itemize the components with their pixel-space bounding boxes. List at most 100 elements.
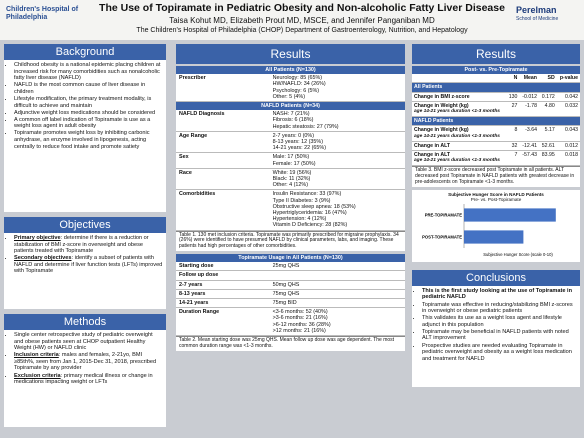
bar (464, 230, 524, 244)
chart-title: Subjective Hunger Score in NAFLD Patient… (448, 191, 544, 197)
stats-cell: 0.042 (556, 92, 580, 102)
table-row: Follow up dose (176, 271, 405, 281)
bullet-list: This is the first study looking at the u… (415, 288, 577, 363)
logo-left: Children's Hospital of Philadelphia (6, 6, 79, 21)
stats-cell: 7 (506, 150, 520, 167)
stats-cell: 0.032 (556, 101, 580, 118)
row-label: Age Range (179, 132, 208, 139)
row-value: 8-13 years: 12 (35%) (272, 139, 323, 146)
column-header: N (506, 74, 520, 84)
table-row: Comorbidities Insulin Resistance: 33 (97%… (176, 190, 405, 231)
row-value: Psychology: 6 (5%) (272, 87, 320, 94)
stats-label: Change in Weight (kg) age 14-21 years dur… (412, 125, 507, 142)
row-label: 8-13 years (179, 290, 206, 297)
section-heading: Background (4, 44, 166, 60)
row-value: Black: 11 (32%) (272, 176, 311, 183)
table-row: Prescriber Neurology: 85 (65%) HW/NAFLD: 3… (176, 74, 405, 103)
header: Children's Hospital of Philadelphia The … (0, 0, 584, 40)
bullet-text: : males and females, 2-21yo, BMI ≥85th%,… (14, 352, 157, 372)
table-caption: Table 1. 130 met inclusion criteria. Top… (176, 230, 405, 252)
bullet: Topiramate was effective in reducing/sta… (422, 302, 577, 315)
stats-cell: 8 (506, 125, 520, 142)
row-value: Fibrosis: 6 (18%) (272, 117, 314, 124)
bullet-label: Secondary objectives (14, 255, 72, 262)
row-label: Duration Range (179, 309, 220, 316)
section-heading: Results (176, 44, 405, 64)
stats-cell: 83.95 (538, 150, 557, 167)
row-label: Sex (179, 154, 189, 161)
row-values: 75mg QHS (273, 291, 402, 297)
group-row: NAFLD Patients (412, 116, 580, 127)
affiliation: The Children's Hospital of Philadelphia … (136, 27, 468, 34)
row-values: 50mg QHS (273, 282, 402, 288)
stats-cell: 52.61 (538, 141, 557, 152)
row-value: Hepatic steatosis: 27 (79%) (272, 123, 339, 130)
table-header: All Patients (N=130) (176, 66, 405, 75)
table-row: Race White: 19 (56%) Black: 11 (32%) Other:… (176, 169, 405, 191)
row-value: Insulin Resistance: 33 (97%) (272, 191, 342, 198)
stats-cell: 27 (506, 101, 520, 118)
logo-right: Perelman School of Medicine (516, 6, 578, 24)
section-heading: Objectives (4, 217, 166, 233)
bullet-list: Childhood obesity is a national epidemic… (7, 62, 163, 150)
row-values: Neurology: 85 (65%) HW/NAFLD: 34 (26%) Psy… (273, 75, 402, 100)
table-caption: Table 2. Mean starting dose was 25mg QHS… (176, 336, 405, 351)
table: Post- vs. Pre-Topiramate N Mean SD p-value Al… (412, 66, 580, 167)
stats-row: Change in Weight (kg) age 14-21 years dur… (412, 125, 580, 142)
stats-row: Change in ALT 32 -12.41 52.61 0.012 (412, 141, 580, 152)
stats-label: Change in ALT age 14-21 years duration <1… (412, 150, 507, 167)
bullet: Childhood obesity is a national epidemic… (14, 62, 163, 82)
stats-cell: 130 (506, 92, 520, 102)
row-value: Type II Diabetes: 3 (9%) (272, 197, 331, 204)
section-heading: Results (412, 44, 580, 64)
column-row: N Mean SD p-value (412, 74, 580, 84)
bullet: Prospective studies are needed evaluatin… (422, 343, 577, 363)
row-value: 14-21 years: 22 (65%) (272, 145, 326, 152)
table-caption: Table 3. BMI z-score decreased post Topi… (412, 166, 580, 187)
bullet: Secondary objectives: identify a subset … (14, 255, 163, 275)
row-values: White: 19 (56%) Black: 11 (32%) Other: 4 (… (273, 170, 402, 189)
bullet-text: : identify a subset of patients with NAF… (14, 255, 163, 275)
stats-label: Change in BMI z-score (412, 92, 507, 102)
bullet: Adjunctive weight loss medications shoul… (14, 110, 163, 117)
row-value: 75mg BID (272, 300, 297, 307)
stats-cell: 32 (506, 141, 520, 152)
stats-cell: -1.78 (519, 101, 539, 118)
stats-cell: 0.018 (556, 150, 580, 167)
row-values: 25mg QHS (273, 263, 402, 269)
logo-sub: School of Medicine (516, 16, 559, 22)
bullet-text: : determine if there is a reduction or s… (14, 235, 149, 255)
row-value: Male: 17 (50%) (272, 154, 310, 161)
row-values: <3-6 months: 52 (40%) >3-6 months: 21 (16… (273, 309, 402, 334)
stats-row: Change in ALT age 14-21 years duration <1… (412, 150, 580, 167)
section-heading: Methods (4, 314, 166, 330)
row-value: Hypertriglyceridemia: 16 (47%) (272, 210, 347, 217)
row-value: White: 19 (56%) (272, 169, 312, 176)
row-values: 2-7 years: 0 (0%) 8-13 years: 12 (35%) 14-… (273, 133, 402, 152)
chart: PRE-TOPIRAMATE POST-TOPIRAMATE Subjective … (422, 203, 556, 257)
bullet: Topiramate promotes weight loss by inhib… (14, 130, 163, 150)
stats-cell: -3.64 (519, 125, 539, 142)
row-label: 14-21 years (179, 300, 209, 307)
authors: Taisa Kohut MD, Elizabeth Prout MD, MSCE… (169, 16, 435, 25)
category-label: PRE-TOPIRAMATE (425, 212, 463, 217)
row-value: Other: 4 (12%) (272, 182, 309, 189)
bullet: Single center retrospective study of ped… (14, 332, 163, 352)
table-row: 14-21 years 75mg BID (176, 299, 405, 309)
row-value: 75mg QHS (272, 290, 300, 297)
table-row: 2-7 years 50mg QHS (176, 281, 405, 290)
table-header: NAFLD Patients (N=34) (176, 102, 405, 111)
stats-cell: 0.172 (538, 92, 557, 102)
table-header: Post- vs. Pre-Topiramate (412, 66, 580, 75)
section-body: Single center retrospective study of ped… (4, 330, 166, 427)
row-value: 50mg QHS (272, 281, 300, 288)
column-header: Mean (519, 74, 539, 84)
bullet-text: Topiramate was effective in reducing/sta… (422, 301, 573, 315)
group-name: All Patients (412, 82, 580, 93)
row-value: Other: 5 (4%) (272, 93, 306, 100)
stats-cell: 0.043 (556, 125, 580, 142)
bullet-label: Inclusion criteria (14, 352, 59, 359)
row-label: Starting dose (179, 263, 214, 270)
stats-row: Change in Weight (kg) age 14-21 years dur… (412, 101, 580, 118)
bullet-text: Single center retrospective study of ped… (14, 332, 153, 352)
